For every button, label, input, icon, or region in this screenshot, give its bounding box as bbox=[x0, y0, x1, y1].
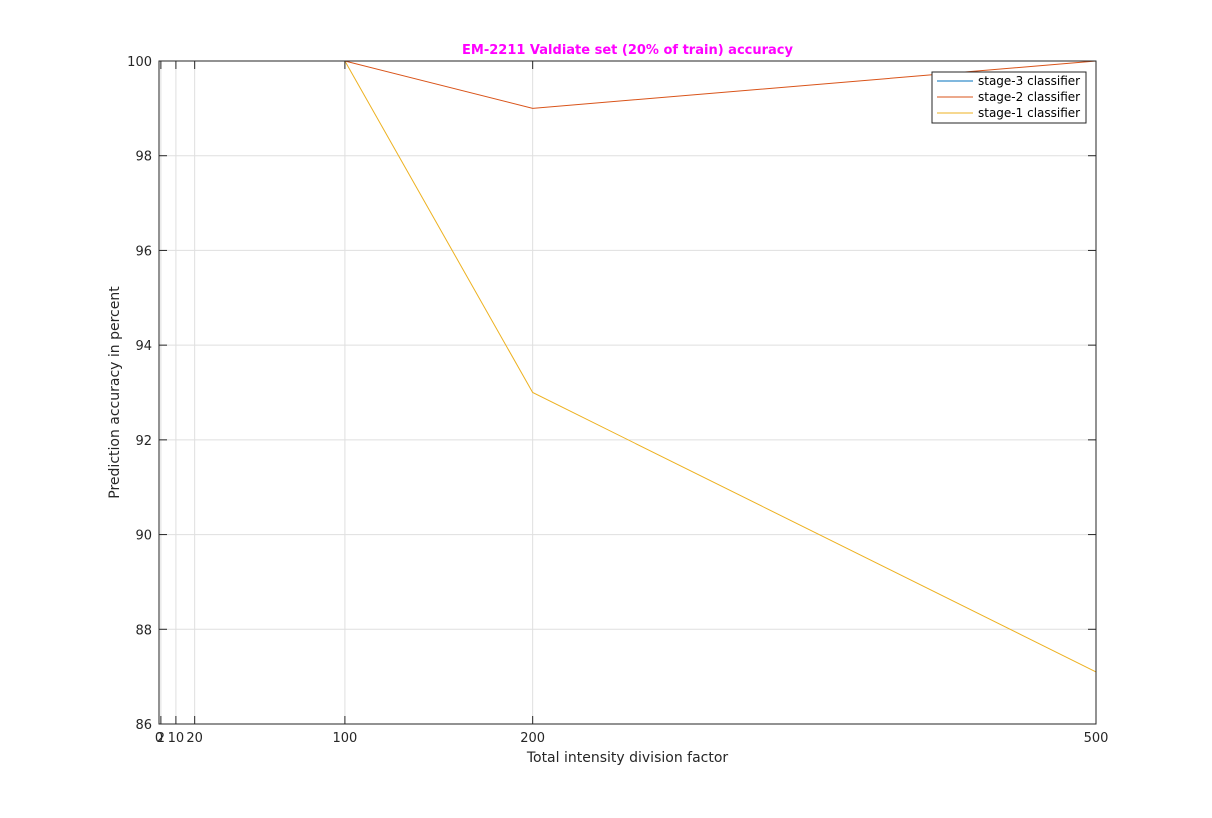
y-tick-label: 100 bbox=[127, 55, 152, 70]
axes-box bbox=[158, 60, 1097, 725]
x-tick-label: 2 bbox=[157, 731, 165, 746]
series-line-3 bbox=[159, 60, 1097, 673]
y-tick-label: 96 bbox=[135, 244, 152, 259]
x-tick-label: 100 bbox=[332, 731, 357, 746]
y-tick-label: 94 bbox=[135, 339, 152, 354]
legend: stage-3 classifier stage-2 classifier stag… bbox=[931, 71, 1087, 124]
y-tick-label: 88 bbox=[135, 623, 152, 638]
legend-label: stage-1 classifier bbox=[978, 106, 1080, 120]
legend-label: stage-3 classifier bbox=[978, 74, 1080, 88]
x-tick-label: 500 bbox=[1084, 731, 1109, 746]
y-tick-label: 86 bbox=[135, 718, 152, 733]
y-tick-label: 98 bbox=[135, 150, 152, 165]
y-tick-label: 92 bbox=[135, 434, 152, 449]
tick-layer: 02 10 20 100 200 500 86 88 90 92 94 96 98 100 bbox=[127, 55, 1108, 746]
x-tick-label: 200 bbox=[520, 731, 545, 746]
x-tick-label: 0 bbox=[155, 731, 163, 746]
series-layer bbox=[159, 60, 1097, 673]
y-axis-label: Prediction accuracy in percent bbox=[107, 286, 123, 499]
x-tick-label: 10 bbox=[168, 731, 185, 746]
x-axis-label: Total intensity division factor bbox=[526, 750, 729, 766]
y-tick-label: 90 bbox=[135, 529, 152, 544]
x-tick-label: 20 bbox=[186, 731, 203, 746]
grid-layer bbox=[158, 60, 1097, 725]
legend-label: stage-2 classifier bbox=[978, 90, 1080, 104]
chart-title: EM-2211 Valdiate set (20% of train) accu… bbox=[462, 43, 793, 58]
